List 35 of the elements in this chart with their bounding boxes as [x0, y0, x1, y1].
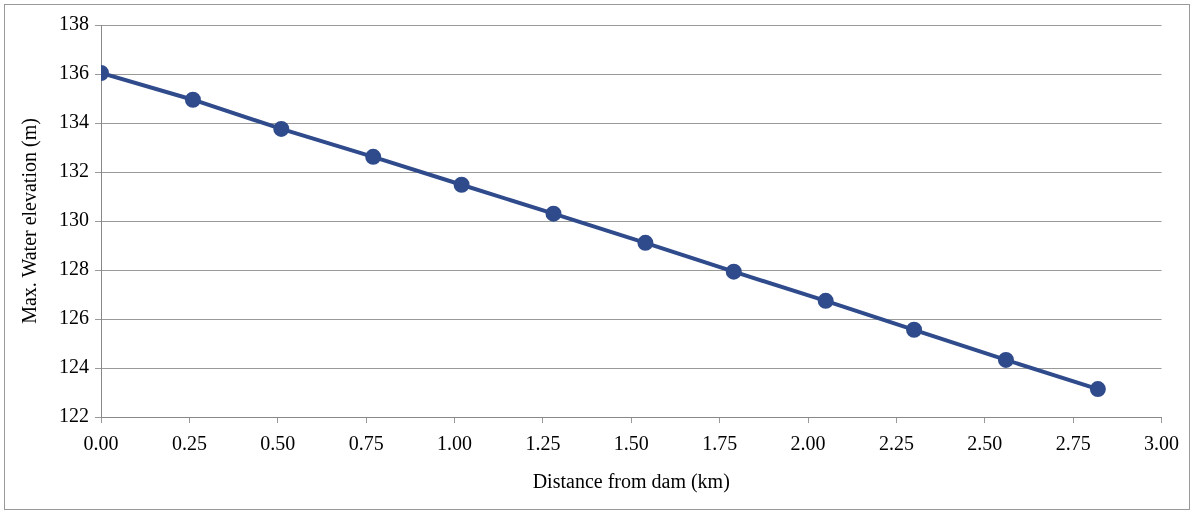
- point: [273, 120, 290, 137]
- point: [184, 91, 201, 108]
- point: [545, 205, 562, 222]
- y-tick-label: 134: [59, 110, 89, 133]
- x-tick-label: 1.00: [437, 432, 472, 455]
- x-tick-label: 0.50: [260, 432, 296, 455]
- y-tick-label: 124: [59, 355, 89, 378]
- x-tick-label: 1.75: [702, 432, 738, 455]
- x-tick-label: 2.50: [967, 432, 1003, 455]
- y-tick-label: 126: [59, 306, 89, 329]
- x-tick-label: 2.25: [878, 432, 914, 455]
- y-tick-label: 130: [59, 208, 89, 231]
- point: [365, 148, 382, 165]
- point: [997, 351, 1014, 368]
- x-tick-label: 0.00: [83, 432, 119, 455]
- y-tick-label: 128: [59, 257, 89, 280]
- point: [637, 234, 654, 251]
- x-tick-label: 2.75: [1055, 432, 1091, 455]
- y-tick-label: 138: [59, 12, 89, 35]
- y-tick-label: 132: [59, 159, 89, 182]
- point: [453, 176, 470, 193]
- x-tick-label: 0.25: [171, 432, 207, 455]
- x-tick-label: 3.00: [1144, 432, 1179, 455]
- x-tick-label: 1.50: [613, 432, 649, 455]
- point: [1089, 381, 1106, 398]
- x-tick-label: 1.25: [525, 432, 561, 455]
- x-tick-label: 0.75: [348, 432, 384, 455]
- point: [725, 263, 742, 280]
- point: [817, 292, 834, 309]
- point: [906, 321, 923, 338]
- x-axis-title: Distance from dam (km): [532, 470, 730, 494]
- y-tick-label: 136: [59, 61, 89, 84]
- x-tick-label: 2.00: [790, 432, 826, 455]
- y-tick-label: 122: [59, 404, 89, 427]
- y-axis-title: Max. Water elevation (m): [18, 118, 42, 324]
